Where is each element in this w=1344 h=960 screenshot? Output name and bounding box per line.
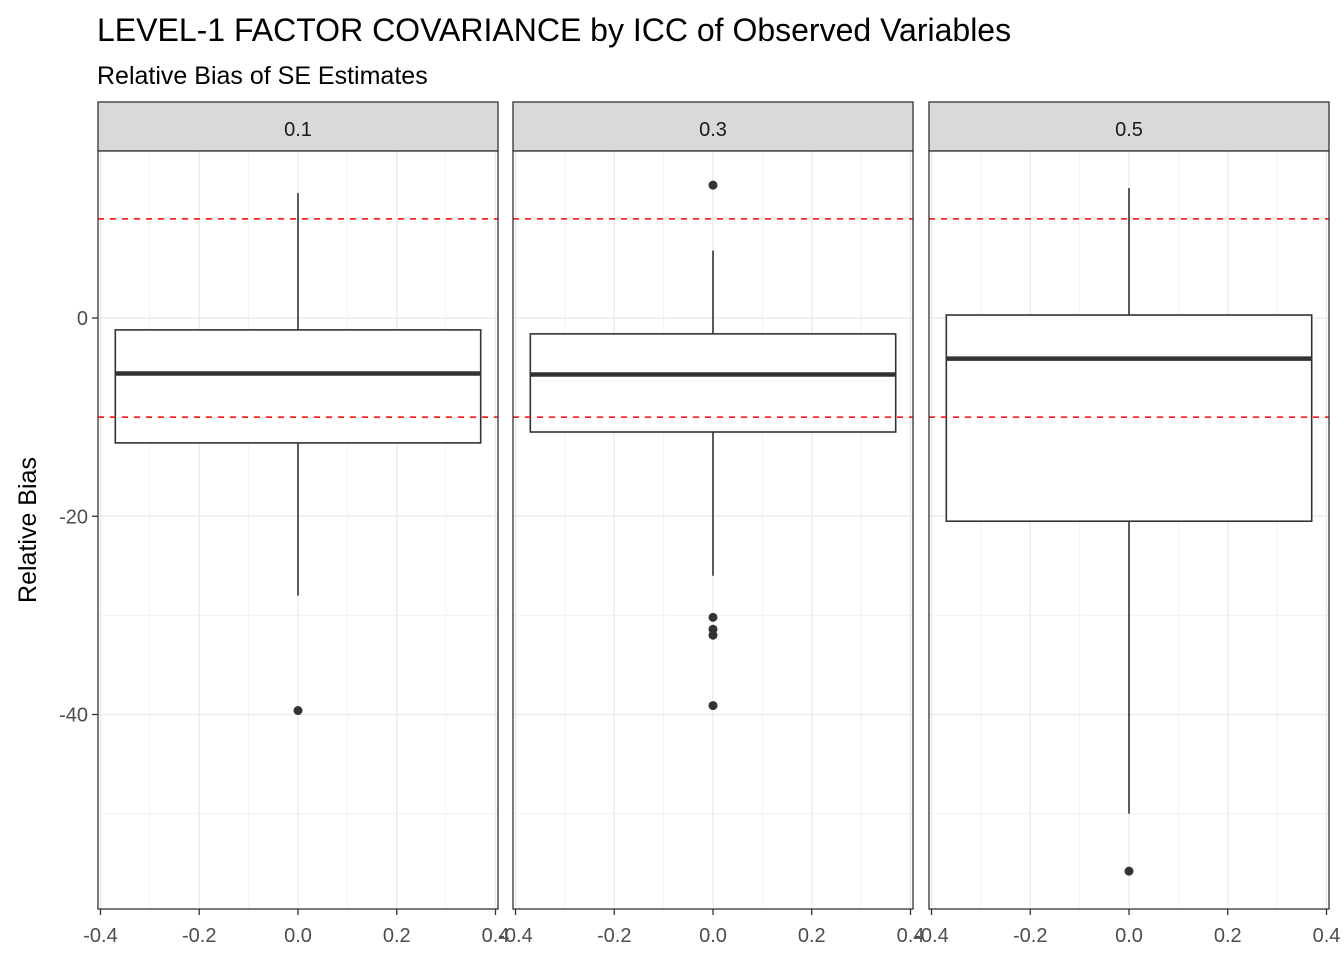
facet-strip-label: 0.5 (1115, 119, 1143, 141)
x-tick-label: 0.4 (482, 925, 510, 947)
x-tick-label: 0.4 (897, 925, 925, 947)
facet-panel-0-1: 0.1 -0.4 -0.2 0.0 0.2 0.4 0 -20 -40 (59, 101, 510, 947)
x-tick-label: 0.2 (1214, 925, 1242, 947)
facet-strip (512, 101, 914, 152)
y-axis-title: Relative Bias (14, 457, 42, 603)
y-tick-label: -40 (59, 705, 88, 727)
outlier-point (708, 612, 718, 622)
x-tick-label: -0.2 (597, 925, 631, 947)
outlier-point (293, 706, 303, 716)
chart-title: LEVEL-1 FACTOR COVARIANCE by ICC of Obse… (97, 12, 1011, 48)
outlier-point (708, 630, 718, 640)
y-tick-label: 0 (77, 308, 88, 330)
box-iqr (945, 314, 1313, 523)
box-iqr (529, 333, 897, 433)
x-tick-label: -0.4 (914, 925, 948, 947)
x-tick-label: 0.0 (1115, 925, 1143, 947)
x-tick-label: 0.0 (284, 925, 312, 947)
x-tick-label: -0.4 (498, 925, 532, 947)
x-tick-label: -0.2 (1013, 925, 1047, 947)
x-tick-label: -0.2 (182, 925, 216, 947)
x-tick-label: 0.4 (1313, 925, 1341, 947)
y-tick-label: -20 (59, 506, 88, 528)
x-tick-label: -0.4 (83, 925, 117, 947)
facet-strip (928, 101, 1330, 152)
outlier-point (1124, 866, 1134, 876)
x-tick-label: 0.2 (798, 925, 826, 947)
outlier-point (708, 180, 718, 190)
x-tick-label: 0.0 (699, 925, 727, 947)
facet-strip-label: 0.3 (699, 119, 727, 141)
facet-panels: 0.1-0.4 -0.2 0.0 0.2 0.40-20-400.3-0.4 -0.2 0.… (59, 101, 1341, 947)
outlier-point (708, 701, 718, 711)
facet-strip-label: 0.1 (284, 119, 312, 141)
x-tick-label: 0.2 (383, 925, 411, 947)
facet-strip (97, 101, 499, 152)
box-iqr (114, 329, 482, 444)
chart-subtitle: Relative Bias of SE Estimates (97, 62, 428, 90)
facet-panel-0-5: 0.5 -0.4 -0.2 0.0 0.2 0.4 (914, 101, 1341, 947)
facet-panel-0-3: 0.3 -0.4 -0.2 0.0 0.2 0.4 (498, 101, 925, 947)
